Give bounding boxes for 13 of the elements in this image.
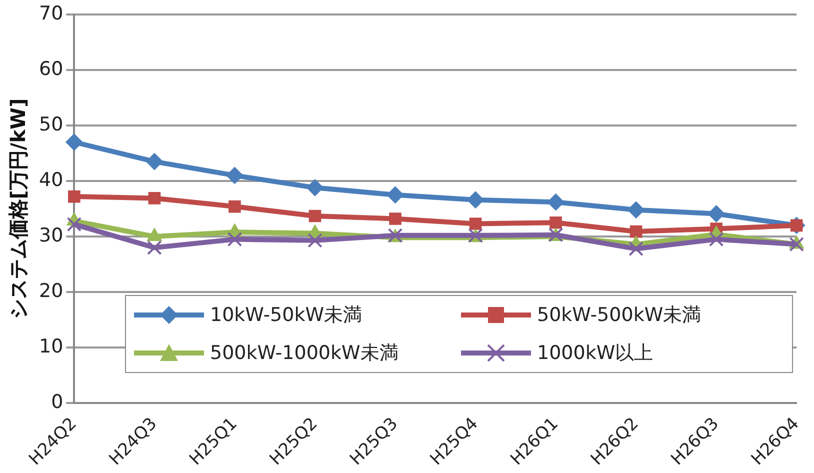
- y-tick-label: 40: [38, 168, 64, 191]
- y-tick-label: 30: [38, 224, 64, 246]
- y-tick-label: 70: [38, 2, 64, 24]
- y-tick-label: 10: [38, 336, 64, 358]
- y-tick-label: 20: [38, 280, 64, 302]
- y-tick-label: 0: [51, 391, 64, 414]
- legend-label: 500kW-1000kW未満: [210, 341, 398, 366]
- y-axis-title: システム価格[万円/kW]: [6, 98, 30, 320]
- legend-label: 1000kW以上: [537, 341, 654, 366]
- legend-label: 10kW-50kW未満: [210, 303, 362, 328]
- y-tick-label: 50: [38, 113, 64, 136]
- legend-label: 50kW-500kW未満: [537, 303, 702, 328]
- y-tick-label: 60: [38, 58, 64, 80]
